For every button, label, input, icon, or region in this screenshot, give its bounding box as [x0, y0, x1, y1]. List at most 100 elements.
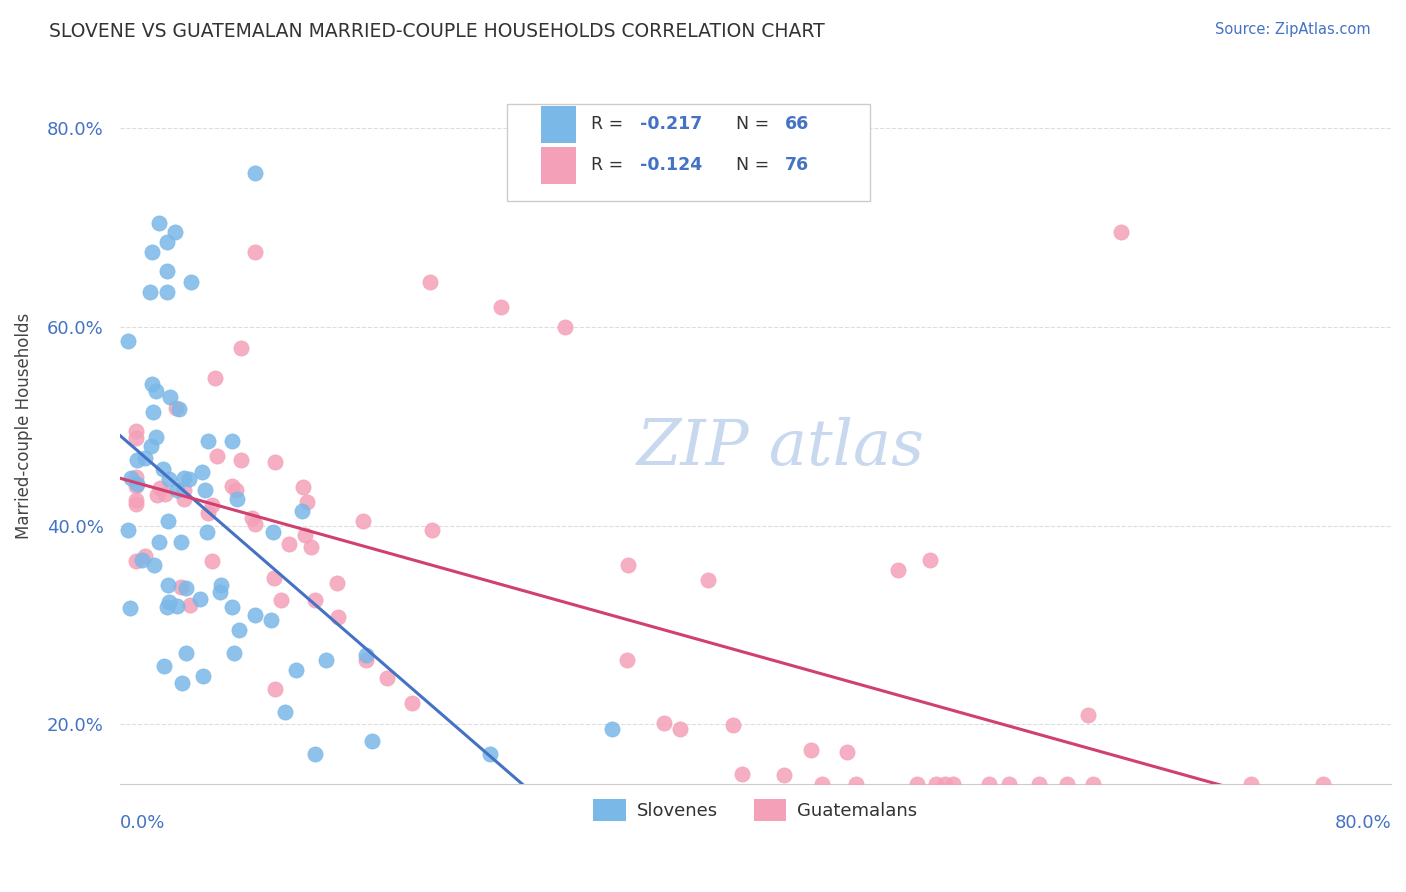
- Point: [905, 777, 928, 791]
- Point: [195, 525, 218, 540]
- Point: [117, 334, 139, 348]
- Point: [263, 681, 285, 696]
- Point: [180, 275, 202, 289]
- Point: [191, 669, 214, 683]
- Point: [1062, 787, 1084, 801]
- Point: [617, 558, 640, 573]
- Legend: Slovenes, Guatemalans: Slovenes, Guatemalans: [586, 792, 925, 829]
- Point: [173, 483, 195, 497]
- Text: 76: 76: [785, 156, 808, 174]
- Point: [197, 434, 219, 449]
- Point: [201, 554, 224, 568]
- Point: [166, 483, 188, 498]
- Point: [326, 610, 349, 624]
- Point: [260, 613, 283, 627]
- Point: [696, 573, 718, 587]
- Point: [148, 535, 170, 549]
- Point: [304, 592, 326, 607]
- Point: [208, 584, 231, 599]
- Point: [157, 514, 180, 528]
- Point: [139, 285, 162, 299]
- Point: [263, 571, 285, 585]
- Point: [231, 341, 253, 355]
- Point: [228, 623, 250, 637]
- Point: [294, 527, 316, 541]
- Point: [173, 491, 195, 506]
- Point: [204, 371, 226, 385]
- Point: [201, 498, 224, 512]
- Point: [166, 599, 188, 614]
- Point: [167, 401, 190, 416]
- Point: [117, 523, 139, 537]
- Text: 80.0%: 80.0%: [1334, 814, 1391, 832]
- Point: [159, 594, 181, 608]
- Point: [352, 515, 374, 529]
- Point: [174, 581, 197, 595]
- Point: [401, 696, 423, 710]
- Point: [120, 471, 142, 485]
- Point: [489, 300, 512, 314]
- Point: [172, 676, 194, 690]
- Point: [1077, 708, 1099, 723]
- Point: [243, 166, 266, 180]
- Point: [925, 777, 948, 791]
- Point: [156, 285, 179, 299]
- Point: [124, 470, 146, 484]
- Point: [354, 648, 377, 662]
- Point: [146, 488, 169, 502]
- Point: [1240, 777, 1263, 791]
- Point: [668, 722, 690, 736]
- Point: [145, 430, 167, 444]
- Point: [141, 377, 163, 392]
- Point: [479, 747, 502, 761]
- Point: [156, 599, 179, 614]
- Point: [173, 471, 195, 485]
- Point: [221, 599, 243, 614]
- Point: [141, 245, 163, 260]
- Point: [155, 487, 177, 501]
- Point: [1312, 777, 1334, 791]
- Point: [159, 391, 181, 405]
- FancyBboxPatch shape: [540, 105, 576, 143]
- Point: [810, 777, 832, 791]
- Point: [270, 592, 292, 607]
- Point: [934, 777, 956, 791]
- Point: [731, 767, 754, 781]
- Point: [773, 768, 796, 782]
- Point: [354, 653, 377, 667]
- Point: [124, 497, 146, 511]
- Point: [721, 718, 744, 732]
- Point: [602, 722, 624, 736]
- Point: [124, 493, 146, 508]
- Point: [1081, 777, 1104, 791]
- Point: [179, 599, 201, 613]
- Point: [152, 462, 174, 476]
- Point: [274, 705, 297, 719]
- Point: [304, 747, 326, 761]
- Point: [124, 554, 146, 568]
- Point: [169, 535, 191, 549]
- Point: [153, 659, 176, 673]
- Point: [155, 264, 177, 278]
- Y-axis label: Married-couple Households: Married-couple Households: [15, 313, 32, 540]
- Point: [157, 472, 180, 486]
- Point: [205, 450, 228, 464]
- Point: [243, 245, 266, 260]
- Point: [165, 401, 187, 416]
- Point: [243, 517, 266, 532]
- Text: SLOVENE VS GUATEMALAN MARRIED-COUPLE HOUSEHOLDS CORRELATION CHART: SLOVENE VS GUATEMALAN MARRIED-COUPLE HOU…: [49, 22, 825, 41]
- Point: [221, 434, 243, 448]
- Text: 0.0%: 0.0%: [120, 814, 165, 832]
- Point: [291, 504, 314, 518]
- Text: ZIP atlas: ZIP atlas: [637, 417, 925, 478]
- Point: [177, 471, 200, 485]
- Point: [222, 646, 245, 660]
- Point: [197, 506, 219, 520]
- Point: [194, 483, 217, 497]
- Point: [920, 553, 942, 567]
- Text: Source: ZipAtlas.com: Source: ZipAtlas.com: [1215, 22, 1371, 37]
- Point: [652, 716, 675, 731]
- Point: [297, 494, 319, 508]
- Point: [845, 777, 868, 791]
- Point: [125, 453, 148, 467]
